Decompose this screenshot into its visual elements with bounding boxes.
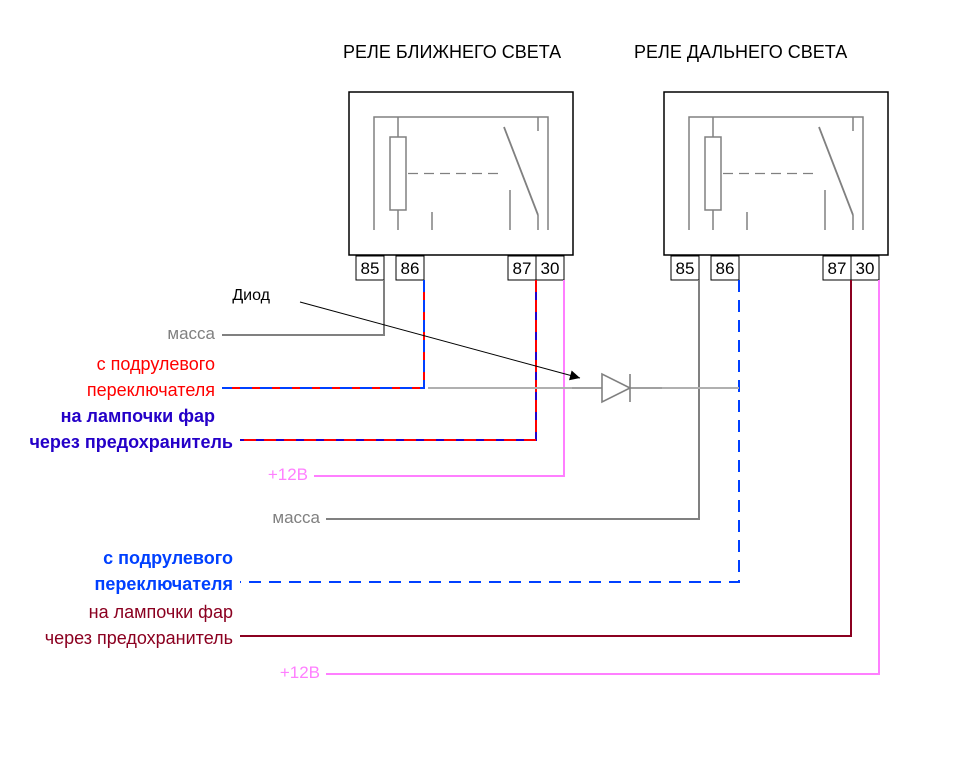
wire-left-87-lamps-p (240, 280, 536, 440)
relay-low-beam-pin-label-86: 86 (401, 259, 420, 278)
diode-symbol (572, 374, 662, 402)
relay-high-beam-pin-label-85: 85 (676, 259, 695, 278)
title-left: РЕЛЕ БЛИЖНЕГО СВЕТА (343, 42, 561, 62)
relay-low-beam-pin-label-85: 85 (361, 259, 380, 278)
label-l_sw2: переключателя (87, 380, 215, 400)
label-r_lamp1: на лампочки фар (89, 602, 233, 622)
label-r_sw2: переключателя (95, 574, 233, 594)
relay-high-beam-pin-label-87: 87 (828, 259, 847, 278)
diode-arrow-head (569, 371, 580, 381)
label-l_12v: +12В (268, 465, 308, 484)
wire-left-30-12v (314, 280, 564, 476)
label-r_sw1: с подрулевого (103, 548, 233, 568)
relay-high-beam: 85 86 87 30 (664, 92, 888, 280)
wire-right-86-switch (240, 280, 739, 582)
relay-high-beam-pin-label-30: 30 (856, 259, 875, 278)
label-r_12v: +12В (280, 663, 320, 682)
diode-arrow-line (300, 302, 580, 378)
relay-low-beam: 85 86 87 30 (349, 92, 573, 280)
title-right: РЕЛЕ ДАЛЬНЕГО СВЕТА (634, 42, 847, 62)
label-l_lamp1: на лампочки фар (61, 406, 215, 426)
label-l_lamp2: через предохранитель (29, 432, 233, 452)
label-l_sw1: с подрулевого (97, 354, 215, 374)
relay-low-beam-pin-label-30: 30 (541, 259, 560, 278)
diode-label: Диод (232, 287, 270, 304)
label-l_mass: масса (167, 324, 215, 343)
relay-high-beam-pin-label-86: 86 (716, 259, 735, 278)
wire-left-87-lamps-d (240, 280, 536, 440)
wire-right-85-ground (326, 280, 699, 519)
label-r_mass: масса (272, 508, 320, 527)
relay-low-beam-pin-label-87: 87 (513, 259, 532, 278)
label-r_lamp2: через предохранитель (45, 628, 233, 648)
